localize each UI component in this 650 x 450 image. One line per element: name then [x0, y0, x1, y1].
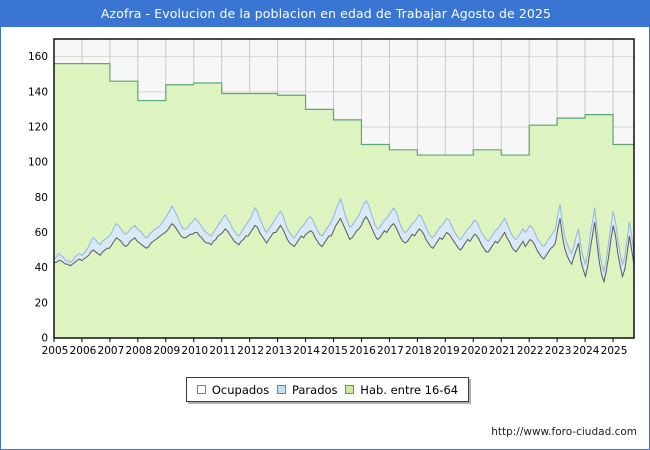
svg-text:2017: 2017: [377, 345, 404, 357]
legend-item-ocupados[interactable]: Ocupados: [196, 382, 270, 397]
legend-item-habitantes[interactable]: Hab. entre 16-64: [345, 383, 458, 397]
chart-legend: Ocupados Parados Hab. entre 16-64: [186, 377, 469, 402]
svg-text:160: 160: [28, 51, 48, 63]
svg-text:2013: 2013: [265, 345, 292, 357]
svg-text:2007: 2007: [98, 345, 125, 357]
svg-text:40: 40: [35, 262, 48, 274]
window-title: Azofra - Evolucion de la poblacion en ed…: [1, 1, 649, 27]
svg-text:2018: 2018: [405, 345, 432, 357]
svg-text:60: 60: [35, 227, 48, 239]
svg-text:2014: 2014: [293, 345, 320, 357]
svg-text:2006: 2006: [70, 345, 97, 357]
svg-text:2005: 2005: [42, 345, 69, 357]
chart-canvas: 0 20 40 60 80 100 120 140 160 2005 2006 2007 2008 200…: [1, 27, 649, 449]
svg-text:140: 140: [28, 86, 48, 98]
legend-swatch-icon: [276, 385, 286, 394]
svg-text:2019: 2019: [433, 345, 460, 357]
svg-text:2015: 2015: [321, 345, 348, 357]
svg-text:2023: 2023: [545, 345, 572, 357]
svg-text:2012: 2012: [237, 345, 264, 357]
svg-text:2021: 2021: [489, 345, 516, 357]
legend-label-habitantes: Hab. entre 16-64: [360, 382, 459, 397]
svg-text:100: 100: [28, 157, 48, 169]
svg-text:2008: 2008: [125, 345, 152, 357]
svg-text:80: 80: [35, 192, 48, 204]
svg-text:2024: 2024: [573, 345, 600, 357]
svg-text:2010: 2010: [181, 345, 208, 357]
legend-swatch-icon: [196, 385, 206, 394]
svg-text:2025: 2025: [601, 345, 628, 357]
svg-text:0: 0: [41, 333, 48, 345]
svg-text:2022: 2022: [517, 345, 544, 357]
svg-text:2009: 2009: [153, 345, 180, 357]
legend-label-ocupados: Ocupados: [211, 382, 270, 397]
legend-item-parados[interactable]: Parados: [276, 382, 338, 397]
svg-text:20: 20: [35, 297, 48, 309]
source-url: http://www.foro-ciudad.com: [491, 426, 637, 438]
svg-text:2020: 2020: [461, 345, 488, 357]
population-chart: 0 20 40 60 80 100 120 140 160 2005 2006 2007 2008 200…: [28, 38, 635, 357]
svg-text:2011: 2011: [209, 345, 236, 357]
legend-label-parados: Parados: [291, 382, 338, 397]
legend-swatch-icon: [345, 385, 355, 394]
svg-text:120: 120: [28, 121, 48, 133]
svg-text:2016: 2016: [349, 345, 376, 357]
